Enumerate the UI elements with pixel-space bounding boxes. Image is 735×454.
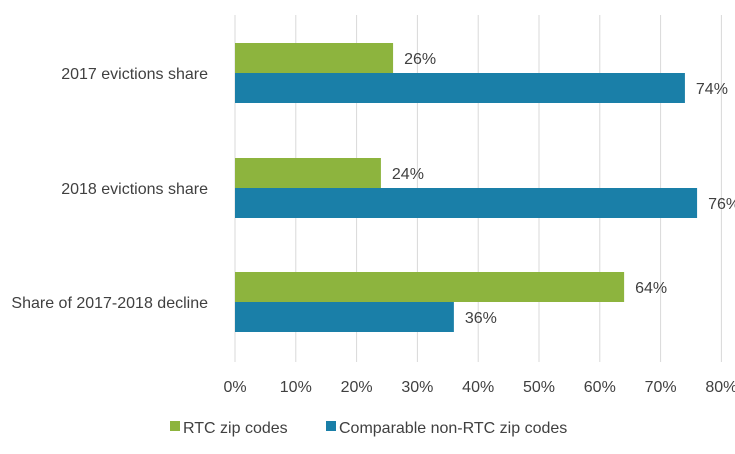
x-tick-label: 60% xyxy=(584,379,616,396)
x-axis: 0% 10% 20% 30% 40% 50% 60% 70% 80% xyxy=(223,379,735,396)
data-label: 76% xyxy=(708,196,735,213)
data-labels: 26% 74% 24% 76% 64% 36% xyxy=(392,51,735,327)
x-tick-label: 70% xyxy=(645,379,677,396)
data-label: 74% xyxy=(696,81,728,98)
bar xyxy=(235,43,394,73)
x-tick-label: 50% xyxy=(523,379,555,396)
x-tick-label: 30% xyxy=(401,379,433,396)
legend-swatch xyxy=(170,421,180,431)
legend-swatch xyxy=(326,421,336,431)
category-label: 2017 evictions share xyxy=(61,66,208,83)
legend-label: Comparable non-RTC zip codes xyxy=(339,420,567,437)
data-label: 64% xyxy=(635,280,667,297)
bar xyxy=(235,188,698,218)
bar xyxy=(235,302,454,332)
x-tick-label: 40% xyxy=(462,379,494,396)
bar xyxy=(235,73,685,103)
category-label: 2018 evictions share xyxy=(61,181,208,198)
data-label: 24% xyxy=(392,166,424,183)
category-label: Share of 2017-2018 decline xyxy=(11,295,208,312)
legend: RTC zip codes Comparable non-RTC zip code… xyxy=(170,420,567,437)
x-tick-label: 20% xyxy=(341,379,373,396)
data-label: 36% xyxy=(465,310,497,327)
x-tick-label: 0% xyxy=(223,379,246,396)
bar xyxy=(235,272,625,302)
bar xyxy=(235,158,381,188)
bars xyxy=(235,43,698,332)
x-tick-label: 10% xyxy=(280,379,312,396)
category-labels: 2017 evictions share 2018 evictions share… xyxy=(11,66,208,312)
x-tick-label: 80% xyxy=(705,379,735,396)
legend-label: RTC zip codes xyxy=(183,420,288,437)
data-label: 26% xyxy=(404,51,436,68)
